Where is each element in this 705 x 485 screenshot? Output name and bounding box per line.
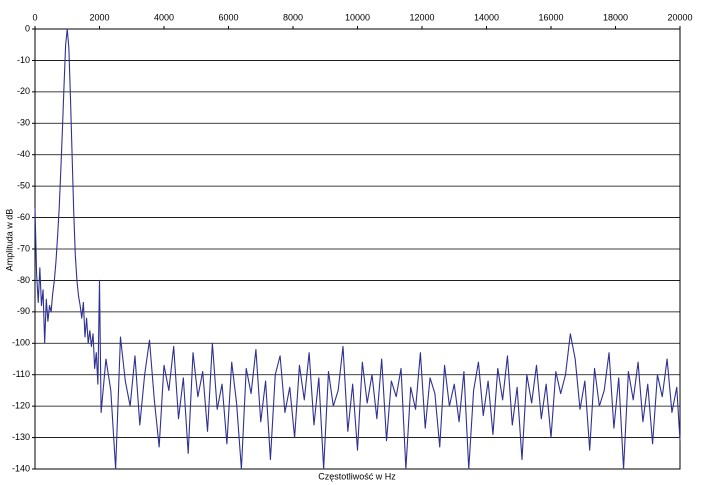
x-tick-label: 2000	[89, 12, 109, 22]
x-tick-label: 8000	[283, 12, 303, 22]
y-tick-label: -80	[17, 275, 30, 285]
x-tick-label: 14000	[474, 12, 499, 22]
x-tick-label: 16000	[538, 12, 563, 22]
y-tick-label: -110	[13, 369, 30, 379]
y-tick-label: -90	[17, 306, 30, 316]
y-axis-label: Amplituda w dB	[4, 209, 14, 272]
x-tick-label: 20000	[667, 12, 692, 22]
y-tick-label: -120	[12, 401, 30, 411]
y-tick-label: -70	[17, 243, 30, 253]
x-tick-label: 4000	[154, 12, 174, 22]
y-tick-label: -140	[12, 463, 30, 473]
x-tick-label: 12000	[409, 12, 434, 22]
x-tick-label: 10000	[345, 12, 370, 22]
y-tick-label: -20	[17, 86, 30, 96]
y-tick-label: -130	[12, 432, 30, 442]
x-tick-label: 6000	[218, 12, 238, 22]
y-tick-label: -60	[17, 212, 30, 222]
y-tick-label: -30	[17, 118, 30, 128]
x-tick-label: 0	[32, 12, 37, 22]
y-tick-label: -100	[12, 338, 30, 348]
y-tick-label: -50	[17, 181, 30, 191]
y-tick-label: 0	[25, 23, 30, 33]
data-line	[34, 28, 681, 470]
y-tick-label: -10	[17, 55, 30, 65]
x-axis-label: Częstotliwość w Hz	[318, 471, 396, 481]
y-tick-label: -40	[17, 149, 30, 159]
x-tick-label: 18000	[603, 12, 628, 22]
